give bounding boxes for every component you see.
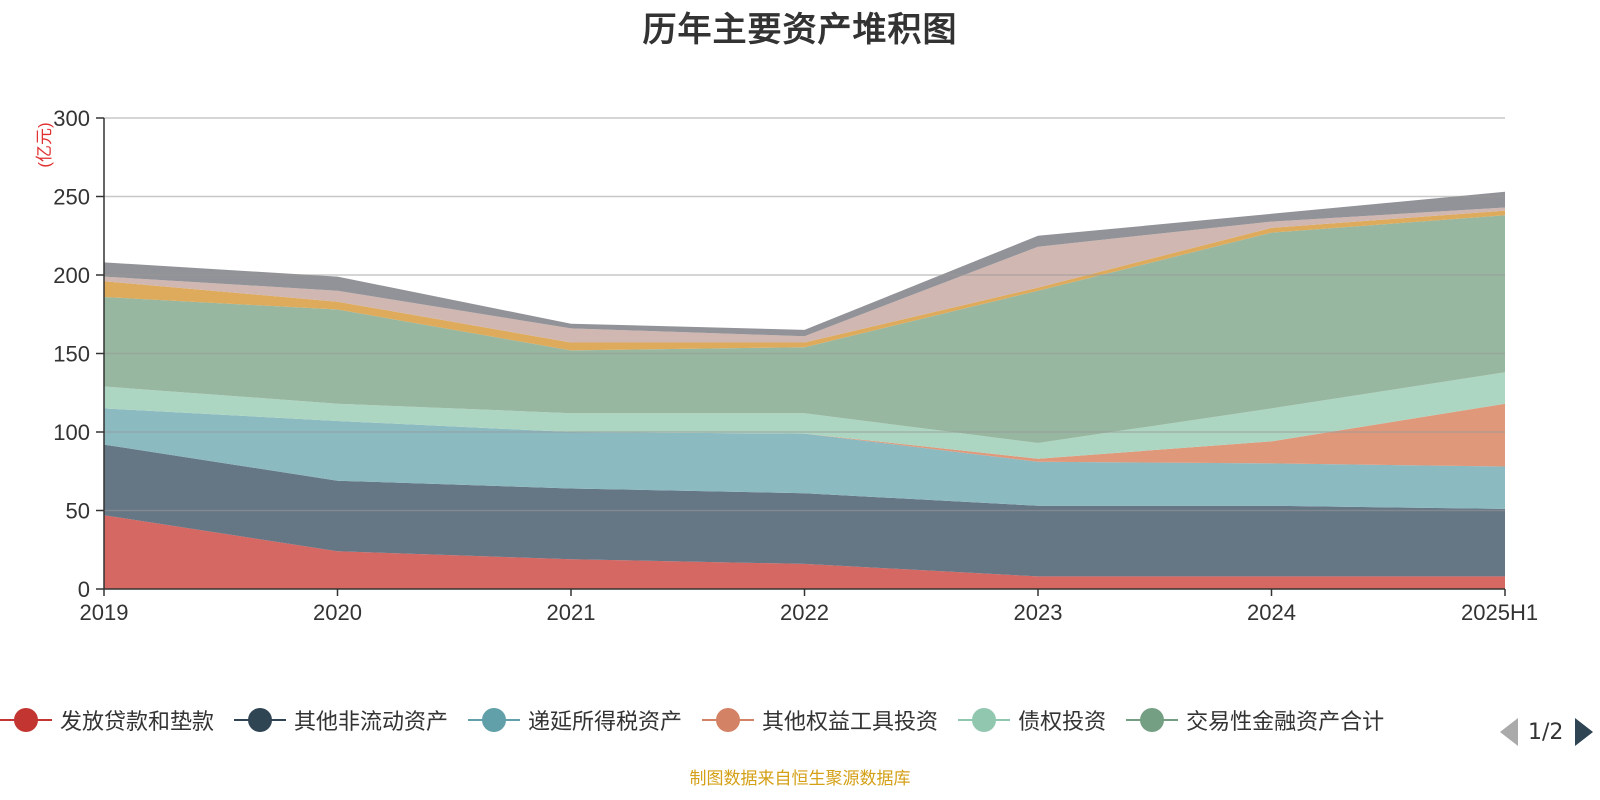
x-tick-label: 2020	[313, 600, 362, 625]
legend-label: 交易性金融资产合计	[1186, 710, 1385, 735]
legend-marker-icon	[234, 708, 287, 732]
x-tick-label: 2025H1	[1461, 600, 1538, 625]
area-series-4	[104, 372, 1505, 459]
legend-marker-icon	[0, 708, 52, 732]
legend-marker-icon	[1126, 708, 1179, 732]
legend-label: 其他非流动资产	[294, 710, 449, 735]
y-unit-label: (亿元)	[35, 122, 54, 167]
legend-item[interactable]: 其他权益工具投资	[702, 704, 938, 736]
area-series-0	[104, 515, 1505, 589]
axes-layer: 0 50 100 150 200 250 300 2019 2020 2021 2022 2023 20…	[53, 106, 1538, 625]
x-tick-label: 2024	[1247, 600, 1296, 625]
area-series-7	[104, 207, 1505, 343]
stacked-area-chart: 0 50 100 150 200 250 300 2019 2020 2021 2022 2023 20…	[35, 106, 1538, 625]
legend: 发放贷款和垫款 其他非流动资产 递延所得税资产 其他权益工具投资 债权投资 交易性金融资产…	[0, 702, 1404, 738]
legend-label: 债权投资	[1018, 710, 1107, 735]
area-layer	[104, 191, 1505, 589]
legend-label: 其他权益工具投资	[762, 710, 939, 735]
y-tick-label: 50	[66, 499, 90, 524]
area-series-3	[104, 403, 1505, 467]
grid-layer	[104, 117, 1505, 512]
x-tick-label: 2023	[1014, 600, 1063, 625]
legend-item[interactable]: 交易性金融资产合计	[1126, 704, 1384, 736]
legend-item[interactable]: 发放贷款和垫款	[0, 704, 214, 736]
legend-item[interactable]: 其他非流动资产	[234, 704, 448, 736]
chart-title: 历年主要资产堆积图	[642, 10, 958, 50]
area-series-8	[104, 191, 1505, 337]
area-series-6	[104, 210, 1505, 351]
y-tick-label: 250	[53, 185, 90, 210]
area-series-2	[104, 408, 1505, 509]
pager-next-icon[interactable]	[1575, 718, 1594, 746]
y-tick-label: 300	[53, 106, 90, 131]
legend-pager: 1/2	[1500, 718, 1594, 746]
source-note: 制图数据来自恒生聚源数据库	[689, 769, 911, 789]
x-tick-label: 2022	[780, 600, 829, 625]
area-series-5	[104, 215, 1505, 443]
pager-prev-icon[interactable]	[1500, 718, 1518, 746]
legend-marker-icon	[958, 708, 1011, 732]
y-tick-label: 100	[53, 420, 90, 445]
legend-item[interactable]: 债权投资	[958, 704, 1106, 736]
y-tick-label: 200	[53, 263, 90, 288]
y-tick-label: 0	[78, 577, 90, 602]
x-tick-label: 2021	[547, 600, 596, 625]
legend-marker-icon	[702, 708, 755, 732]
legend-marker-icon	[468, 708, 521, 732]
y-tick-label: 150	[53, 342, 90, 367]
pager-text: 1/2	[1528, 719, 1564, 745]
legend-label: 发放贷款和垫款	[60, 710, 215, 735]
legend-label: 递延所得税资产	[528, 710, 683, 735]
legend-item[interactable]: 递延所得税资产	[468, 704, 682, 736]
x-tick-label: 2019	[80, 600, 129, 625]
